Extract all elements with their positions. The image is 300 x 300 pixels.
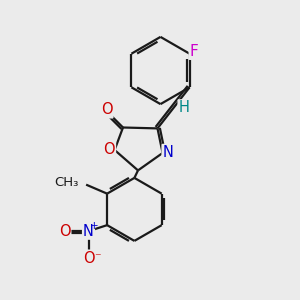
- Text: F: F: [190, 44, 199, 59]
- Text: O: O: [103, 142, 115, 157]
- Text: O: O: [83, 251, 94, 266]
- Text: N: N: [83, 224, 94, 239]
- Text: O: O: [59, 224, 70, 239]
- Text: CH₃: CH₃: [54, 176, 79, 189]
- Text: ⁻: ⁻: [94, 252, 101, 265]
- Text: O: O: [101, 102, 112, 117]
- Text: H: H: [178, 100, 190, 116]
- Text: +: +: [90, 221, 98, 231]
- Text: N: N: [163, 145, 173, 160]
